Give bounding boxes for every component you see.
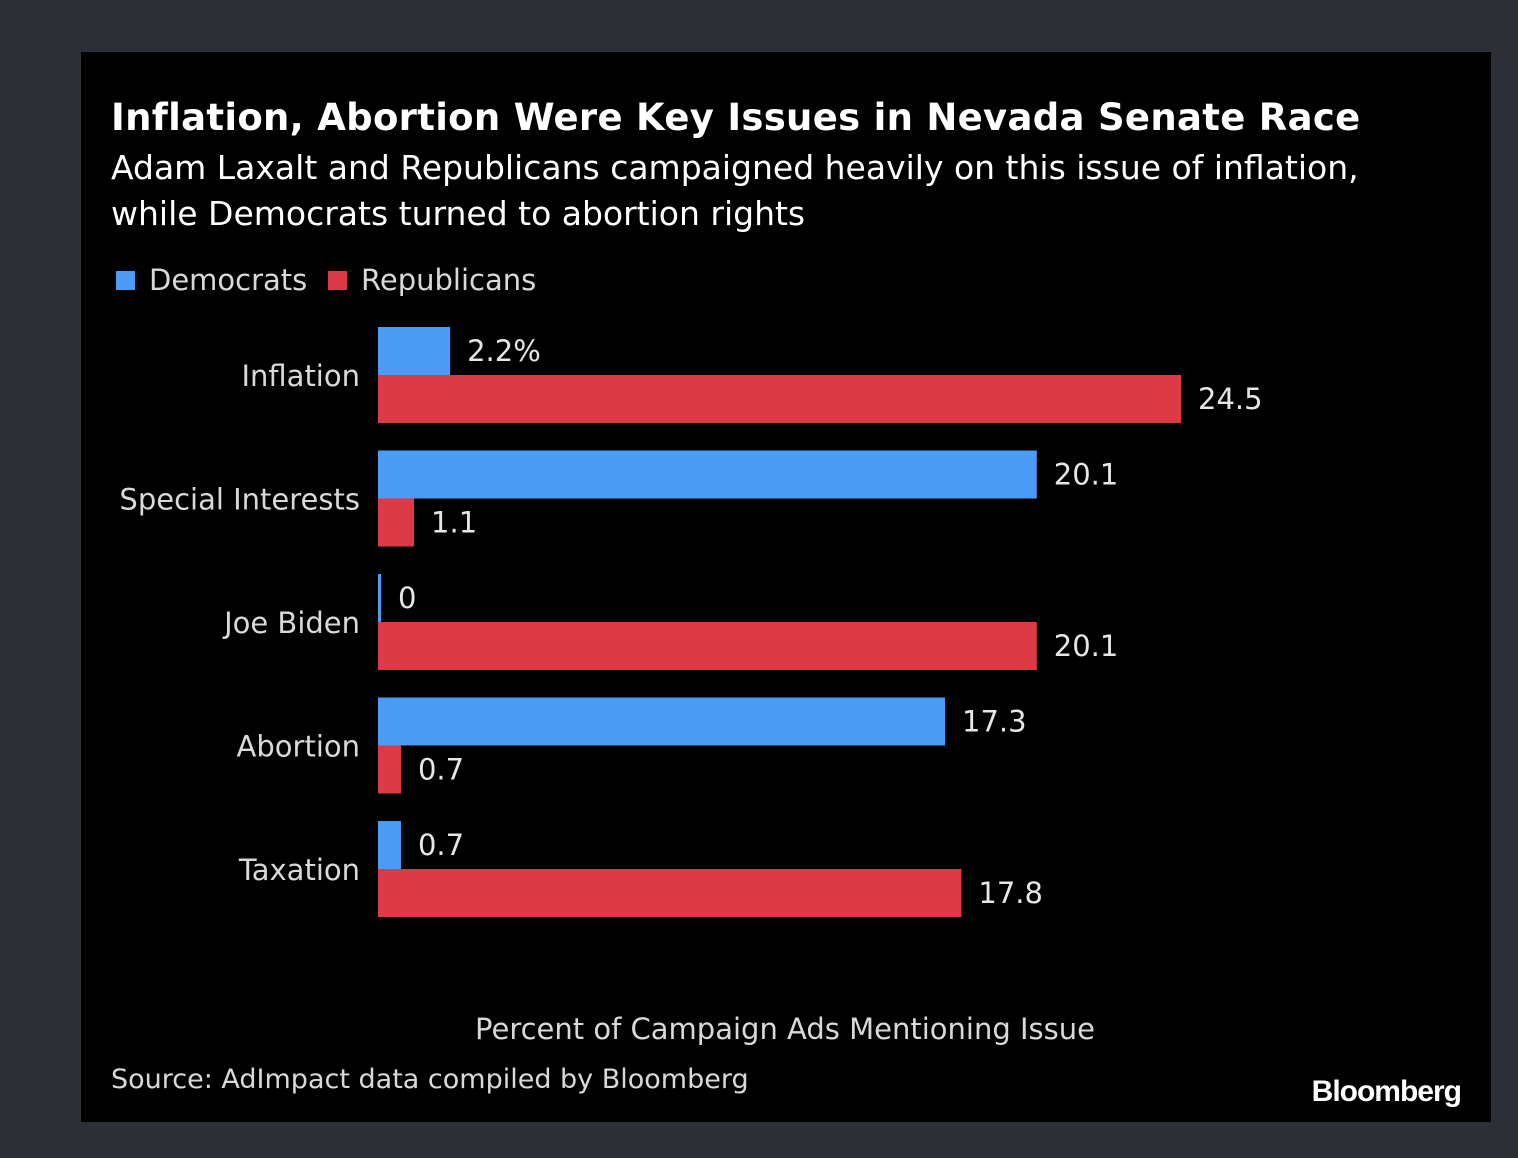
data-label-republicans-taxation: 17.8 [978,876,1043,910]
bar-democrats-inflation [378,327,451,375]
legend-label-republicans: Republicans [361,263,537,297]
bar-democrats-abortion [378,697,946,746]
category-label-joe-biden: Joe Biden [222,606,360,640]
legend-label-democrats: Democrats [149,263,308,297]
bloomberg-logo: Bloomberg [1311,1075,1462,1108]
legend-swatch-republicans [328,270,347,290]
bar-republicans-inflation [378,375,1181,423]
data-label-republicans-abortion: 0.7 [418,753,464,787]
legend-swatch-democrats [116,270,135,290]
legend-item-republicans: Republicans [328,262,536,298]
data-label-democrats-special-interests: 20.1 [1054,458,1119,492]
x-axis-label: Percent of Campaign Ads Mentioning Issue [475,1012,1095,1046]
source-note: Source: AdImpact data compiled by Bloomb… [111,1064,749,1095]
bar-democrats-special-interests [378,450,1037,499]
data-label-democrats-joe-biden: 0 [398,581,416,615]
category-label-abortion: Abortion [237,730,360,764]
bar-republicans-taxation [378,869,962,917]
data-label-democrats-taxation: 0.7 [418,828,464,862]
bar-democrats-taxation [378,821,401,869]
data-label-democrats-abortion: 17.3 [962,705,1027,739]
legend-item-democrats: Democrats [116,262,307,298]
category-label-inflation: Inflation [241,359,360,393]
bar-republicans-special-interests [378,498,415,547]
category-label-special-interests: Special Interests [119,483,360,517]
chart-card [81,52,1491,1122]
data-label-republicans-joe-biden: 20.1 [1054,629,1119,663]
category-label-taxation: Taxation [238,853,360,887]
data-label-republicans-special-interests: 1.1 [431,506,477,540]
bar-republicans-abortion [378,745,401,794]
chart-title: Inflation, Abortion Were Key Issues in N… [111,96,1361,139]
data-label-republicans-inflation: 24.5 [1198,382,1263,416]
bar-democrats-joe-biden [378,574,381,622]
data-label-democrats-inflation: 2.2% [467,334,541,368]
chart-subtitle: Adam Laxalt and Republicans campaigned h… [111,148,1359,233]
bar-republicans-joe-biden [378,622,1037,670]
